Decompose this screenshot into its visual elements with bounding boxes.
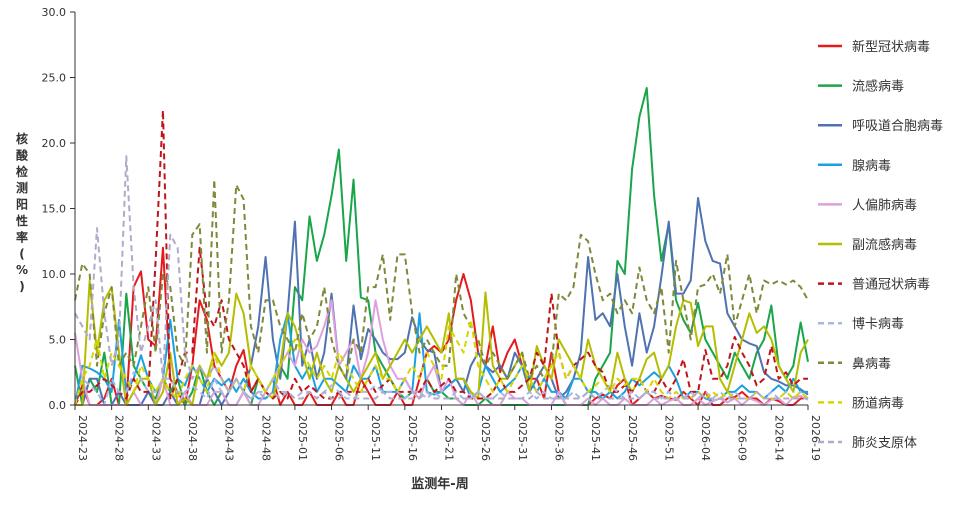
x-tick-label: 2024-28 [113, 415, 126, 461]
legend-label: 鼻病毒 [852, 356, 891, 372]
legend-label: 腺病毒 [852, 159, 891, 174]
series-lines [74, 86, 809, 406]
series-line-11 [74, 155, 808, 400]
x-tick-label: 2024-43 [223, 415, 236, 461]
legend-label: 流感病毒 [852, 79, 904, 95]
series-line-8 [74, 371, 809, 406]
x-tick-label: 2025-41 [589, 415, 602, 461]
x-tick-label: 2024-38 [186, 415, 199, 461]
y-axis-label: 核酸检测阳性率(%) [15, 131, 29, 294]
x-axis-label: 监测年-周 [411, 476, 468, 492]
legend-label: 人偏肺病毒 [852, 198, 917, 213]
x-tick-label: 2025-26 [479, 415, 492, 461]
x-tick-label: 2025-46 [626, 415, 639, 461]
legend-label: 肠道病毒 [852, 396, 904, 411]
y-tick-label: 5.0 [49, 334, 67, 347]
legend-label: 博卡病毒 [852, 317, 904, 332]
series-line-9 [74, 178, 809, 380]
x-tick-label: 2025-06 [333, 415, 346, 461]
series-line-7 [74, 109, 808, 406]
series-line-1 [74, 246, 808, 406]
legend-label: 肺炎支原体 [852, 436, 917, 451]
x-tick-label: 2024-33 [149, 415, 162, 461]
y-tick-label: 20.0 [42, 137, 67, 150]
x-tick-label: 2024-23 [76, 415, 89, 461]
x-tick-label: 2026-04 [699, 415, 712, 461]
y-tick-label: 10.0 [42, 268, 67, 281]
x-tick-label: 2025-31 [516, 415, 529, 461]
x-tick-label: 2026-09 [736, 415, 749, 461]
x-tick-label: 2025-16 [406, 415, 419, 461]
x-tick-label: 2025-36 [552, 415, 565, 461]
y-tick-label: 25.0 [42, 72, 67, 85]
axes: 0.0 5.0 10.0 15.0 20.0 25.0 30.0 2024-23 2024-28… [42, 6, 823, 461]
y-tick-label: 15.0 [42, 203, 67, 216]
x-tick-label: 2025-11 [369, 415, 382, 461]
legend-label: 普通冠状病毒 [852, 278, 930, 293]
x-tick-label: 2024-48 [259, 415, 272, 461]
legend-label: 副流感病毒 [852, 237, 917, 253]
y-tick-label: 30.0 [42, 6, 67, 19]
x-tick-label: 2025-01 [296, 415, 309, 461]
x-tick-label: 2026-19 [809, 415, 822, 461]
legend: 新型冠状病毒流感病毒呼吸道合胞病毒腺病毒人偏肺病毒副流感病毒普通冠状病毒博卡病毒… [818, 39, 943, 451]
legend-label: 呼吸道合胞病毒 [852, 119, 943, 134]
x-tick-label: 2025-21 [443, 415, 456, 461]
x-tick-label: 2026-14 [772, 415, 785, 461]
series-line-6 [75, 279, 809, 406]
y-tick-label: 0.0 [49, 399, 67, 412]
x-tick-label: 2025-51 [662, 415, 675, 461]
legend-label: 新型冠状病毒 [852, 39, 930, 55]
